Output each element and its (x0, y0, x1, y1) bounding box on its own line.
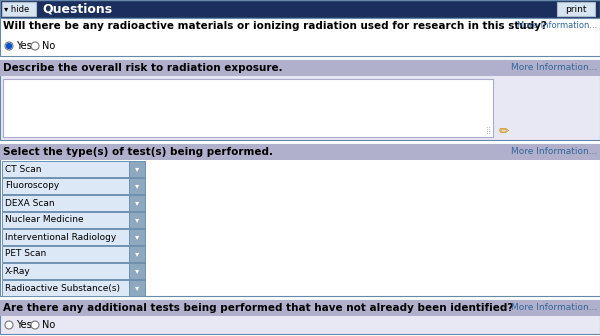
Circle shape (31, 321, 39, 329)
Bar (129, 246, 145, 262)
Bar (0, 144, 600, 296)
Text: Yes: Yes (16, 41, 32, 51)
Bar (2, 2, 36, 16)
Text: DEXA Scan: DEXA Scan (5, 199, 55, 208)
Bar (0, 144, 600, 160)
Bar (129, 229, 145, 245)
Text: ▾: ▾ (135, 266, 139, 276)
Text: Select the type(s) of test(s) being performed.: Select the type(s) of test(s) being perf… (3, 147, 273, 157)
Circle shape (7, 43, 11, 48)
Text: ✏: ✏ (499, 126, 509, 138)
Bar (0, 60, 600, 140)
Text: X-Ray: X-Ray (5, 266, 31, 276)
Text: No: No (42, 41, 55, 51)
Text: More Information...: More Information... (511, 148, 597, 157)
Bar (557, 2, 595, 16)
Text: ▾: ▾ (135, 165, 139, 173)
Text: PET Scan: PET Scan (5, 250, 46, 258)
Text: ▾: ▾ (135, 215, 139, 224)
Text: ▾: ▾ (135, 233, 139, 242)
Circle shape (5, 321, 13, 329)
Text: ▾: ▾ (135, 199, 139, 208)
Text: ▾: ▾ (135, 284, 139, 293)
Bar (2, 246, 145, 262)
Bar (2, 195, 145, 211)
Bar (0, 300, 600, 334)
Bar (0, 18, 600, 56)
Text: Describe the overall risk to radiation exposure.: Describe the overall risk to radiation e… (3, 63, 283, 73)
Text: Are there any additional tests being performed that have not already been identi: Are there any additional tests being per… (3, 303, 514, 313)
Text: ▾: ▾ (135, 181, 139, 191)
Text: CT Scan: CT Scan (5, 165, 41, 173)
Text: Interventional Radiology: Interventional Radiology (5, 233, 116, 242)
Circle shape (31, 42, 39, 50)
Bar (0, 0, 600, 18)
Bar (2, 263, 145, 279)
Text: print: print (565, 4, 587, 13)
Text: More Information...: More Information... (511, 64, 597, 73)
Bar (2, 280, 145, 296)
Bar (129, 178, 145, 194)
Text: Radioactive Substance(s): Radioactive Substance(s) (5, 284, 120, 293)
Bar (129, 263, 145, 279)
Text: Nuclear Medicine: Nuclear Medicine (5, 215, 83, 224)
Bar (0, 300, 600, 316)
Bar (129, 195, 145, 211)
Bar (2, 161, 145, 177)
Bar (2, 212, 145, 228)
Bar (129, 280, 145, 296)
Text: ▾ hide: ▾ hide (4, 4, 29, 13)
Text: Will there be any radioactive materials or ionizing radiation used for research : Will there be any radioactive materials … (3, 21, 547, 31)
Text: Fluoroscopy: Fluoroscopy (5, 181, 59, 191)
Bar (129, 212, 145, 228)
Text: More Information...: More Information... (517, 21, 597, 30)
Bar (0, 60, 600, 76)
Text: Questions: Questions (42, 2, 112, 15)
Text: ⣿: ⣿ (486, 128, 491, 134)
Text: ▾: ▾ (135, 250, 139, 258)
Bar (129, 161, 145, 177)
Text: No: No (42, 320, 55, 330)
Circle shape (5, 42, 13, 50)
Bar (2, 229, 145, 245)
Text: More Information...: More Information... (511, 303, 597, 312)
Bar (2, 178, 145, 194)
Bar (3, 79, 493, 137)
Text: Yes: Yes (16, 320, 32, 330)
